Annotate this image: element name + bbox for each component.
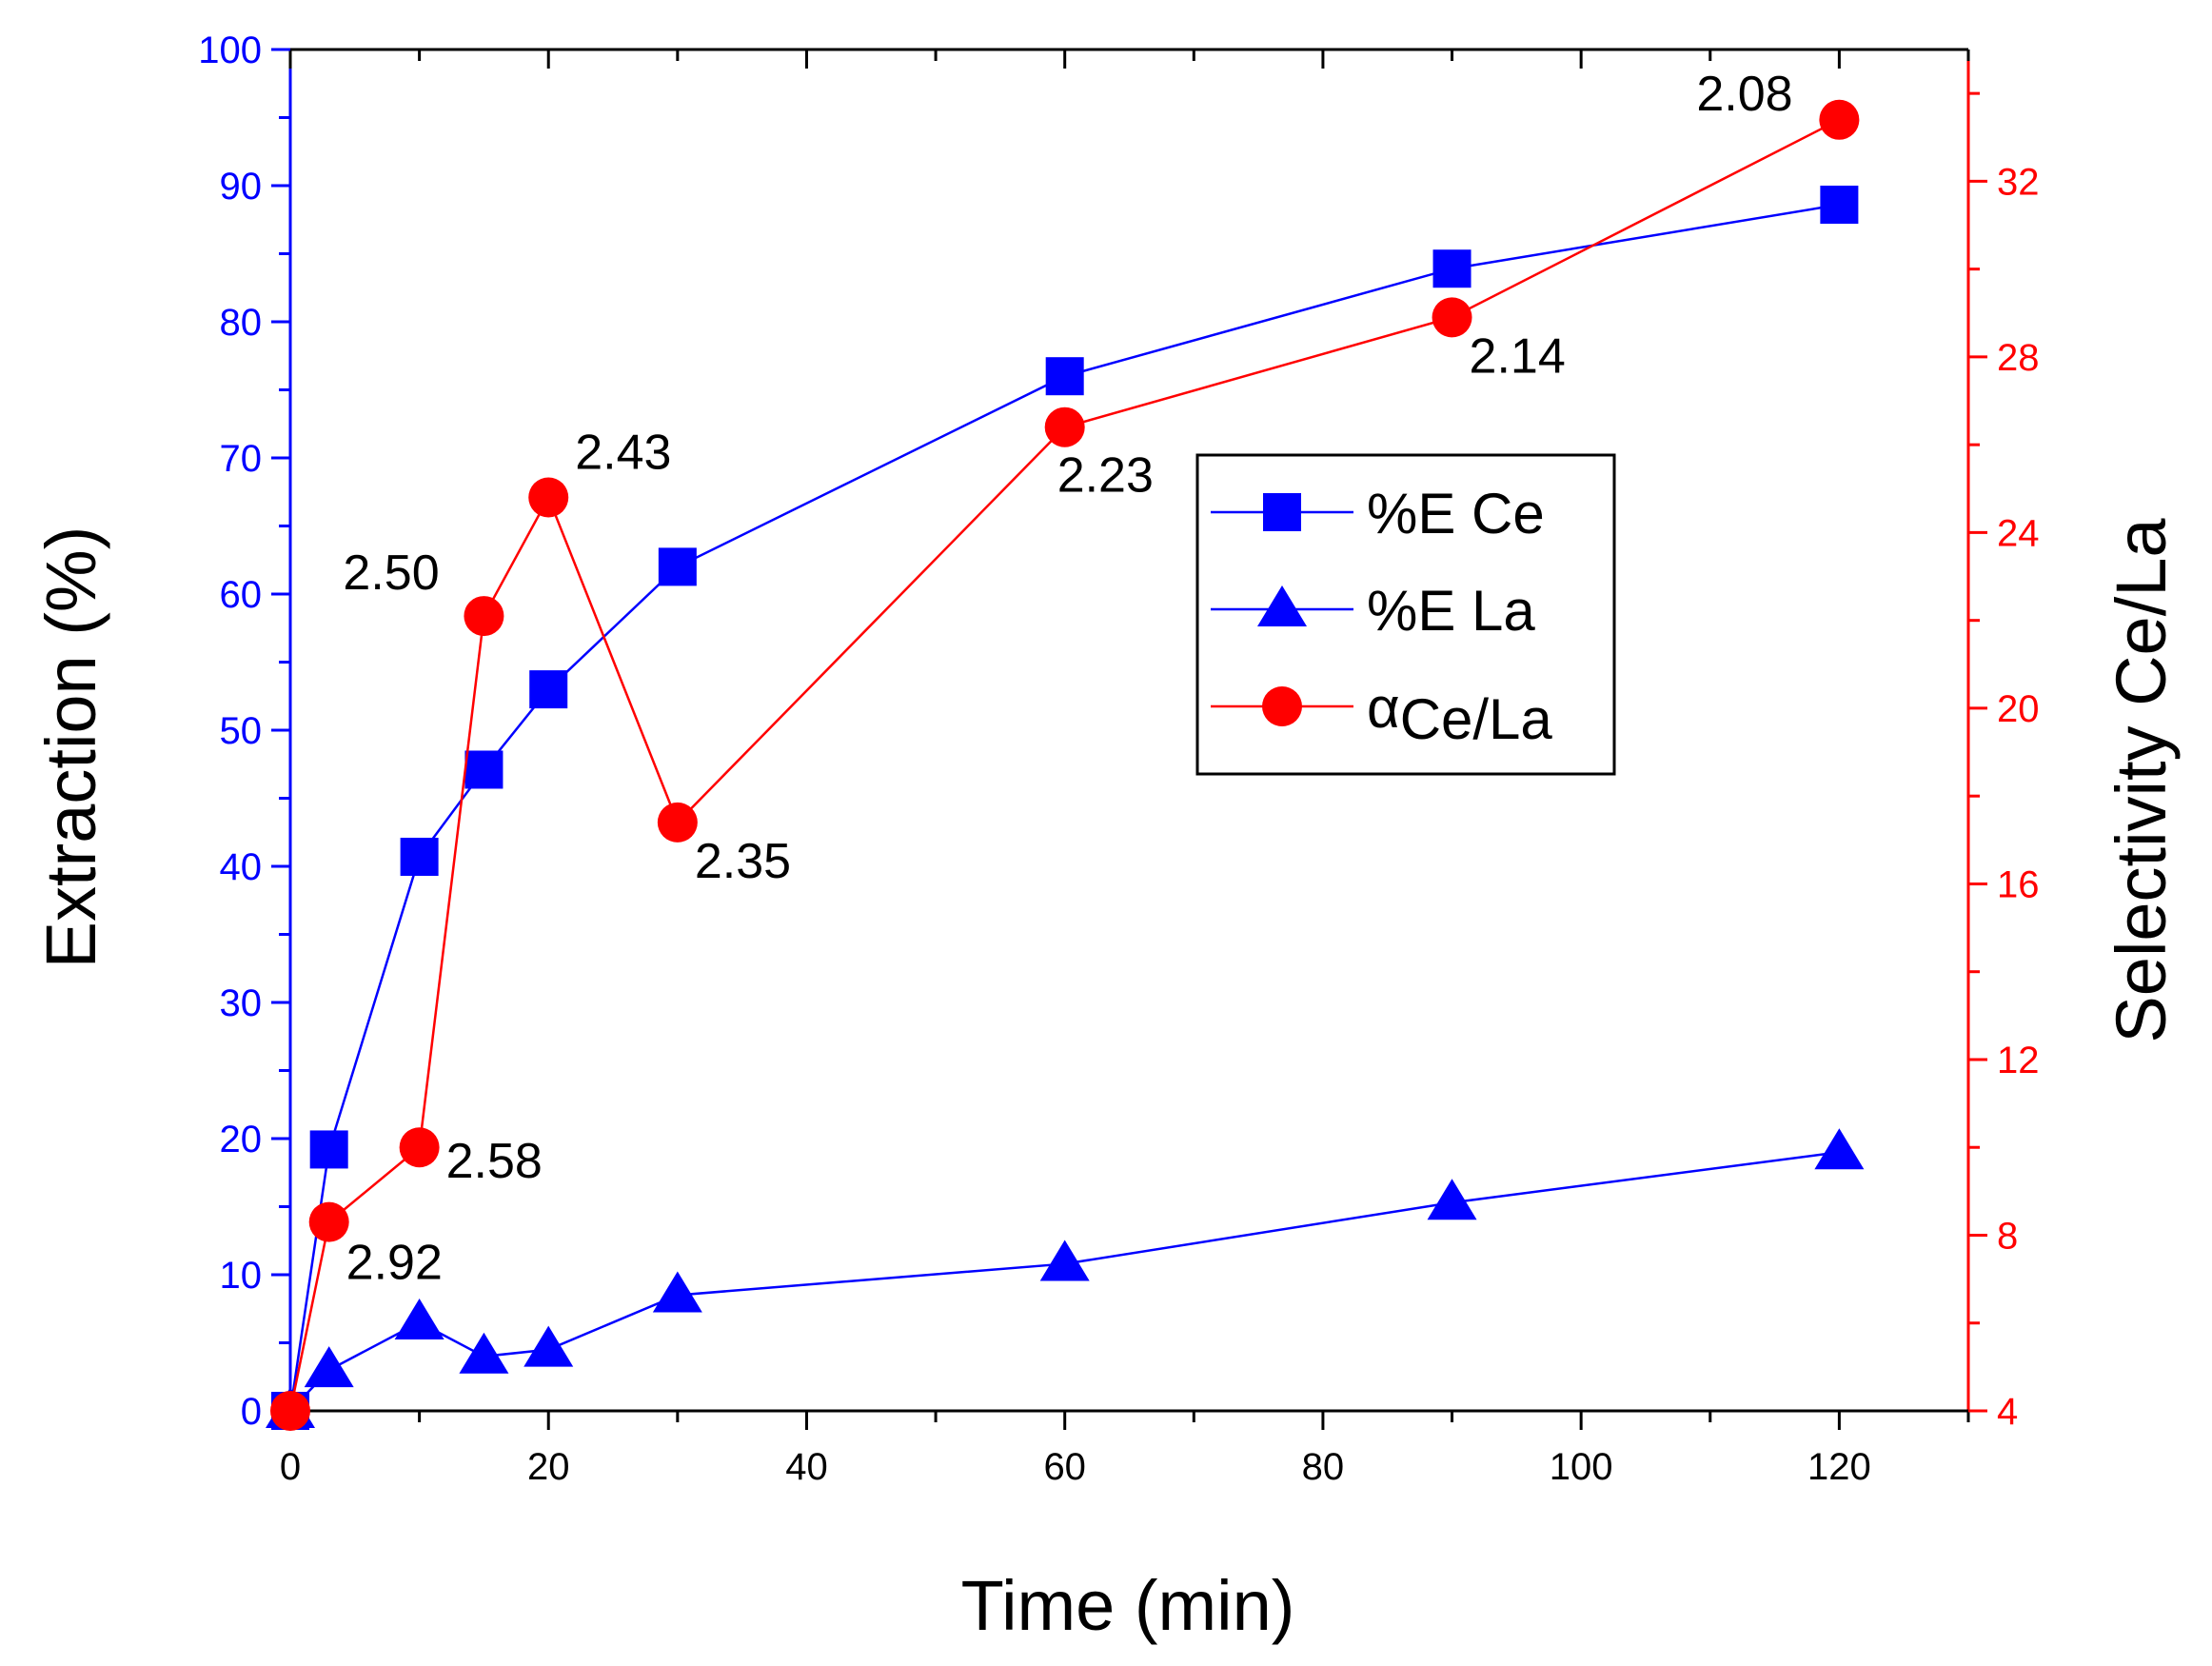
legend-marker (1263, 493, 1301, 531)
series-alpha-point (309, 1202, 349, 1242)
x-tick-label: 0 (280, 1446, 301, 1488)
x-tick-label: 60 (1043, 1446, 1086, 1488)
series-la-point (305, 1346, 354, 1387)
y-left-tick-label: 90 (220, 166, 263, 208)
annotation-label: 2.14 (1470, 328, 1566, 384)
y-right-tick-label: 16 (1997, 863, 2040, 905)
y-right-tick-label: 24 (1997, 512, 2040, 554)
series-la-point (395, 1299, 444, 1339)
series-ce-point (310, 1130, 348, 1168)
y-left-axis-title: Extraction (%) (31, 526, 110, 969)
y-right-axis-title: Selectivity Ce/La (2102, 518, 2181, 1043)
y-right-tick-label: 20 (1997, 688, 2040, 730)
y-left-tick-label: 80 (220, 302, 263, 344)
y-right-tick-label: 4 (1997, 1391, 2018, 1433)
annotation-label: 2.92 (346, 1236, 443, 1291)
series-layer (266, 100, 1864, 1431)
x-axis-title: Time (min) (961, 1566, 1295, 1645)
series-ce-point (1820, 186, 1858, 224)
y-left-tick-label: 40 (220, 846, 263, 888)
legend-label: %E La (1367, 579, 1535, 643)
y-left-tick-label: 10 (220, 1255, 263, 1297)
y-right-tick-label: 12 (1997, 1040, 2040, 1081)
series-ce-point (464, 750, 503, 788)
series-alpha-point (464, 596, 504, 636)
x-tick-label: 40 (785, 1446, 828, 1488)
y-right-tick-label: 8 (1997, 1215, 2018, 1257)
series-ce-point (529, 670, 567, 708)
y-left-tick-label: 30 (220, 982, 263, 1024)
series-alpha-point (658, 803, 698, 843)
series-ce-point (659, 547, 697, 585)
annotation-label: 2.35 (695, 834, 791, 889)
series-alpha-point (270, 1391, 310, 1431)
series-la-point (459, 1333, 508, 1374)
y-left-tick-label: 70 (220, 438, 263, 480)
y-left-tick-label: 60 (220, 574, 263, 616)
legend-label-sub: Ce/La (1400, 687, 1553, 751)
series-la-point (523, 1326, 573, 1367)
series-ce-point (401, 838, 439, 876)
y-right-tick-label: 32 (1997, 161, 2040, 203)
series-la-line (290, 1152, 1839, 1411)
x-tick-label: 80 (1302, 1446, 1345, 1488)
x-tick-label: 120 (1807, 1446, 1871, 1488)
annotation-label: 2.43 (575, 426, 671, 481)
y-left-tick-label: 20 (220, 1119, 263, 1160)
series-la-point (1814, 1128, 1864, 1169)
series-la-point (653, 1271, 702, 1312)
series-alpha-point (1819, 100, 1859, 140)
x-tick-label: 100 (1550, 1446, 1613, 1488)
series-alpha-point (400, 1127, 440, 1167)
x-tick-label: 20 (527, 1446, 570, 1488)
y-left-tick-label: 0 (241, 1391, 262, 1433)
series-ce-point (1433, 249, 1471, 288)
annotation-label: 2.23 (1057, 448, 1154, 504)
series-alpha-point (1045, 407, 1085, 447)
series-ce-point (1046, 357, 1084, 395)
legend-label: %E Ce (1367, 482, 1545, 545)
series-alpha-point (1432, 297, 1472, 337)
annotation-label: 2.08 (1696, 67, 1792, 122)
y-left-tick-label: 100 (198, 30, 262, 71)
y-right-tick-label: 28 (1997, 337, 2040, 379)
series-alpha-point (528, 478, 568, 518)
legend-marker (1262, 686, 1302, 726)
y-left-tick-label: 50 (220, 710, 263, 752)
annotation-label: 2.50 (343, 545, 439, 601)
chart: 0 20 40 60 80 100 120 0 10 20 30 40 50 60 70 80 90 100 4 8 1… (0, 0, 2212, 1666)
annotation-label: 2.58 (446, 1134, 543, 1189)
